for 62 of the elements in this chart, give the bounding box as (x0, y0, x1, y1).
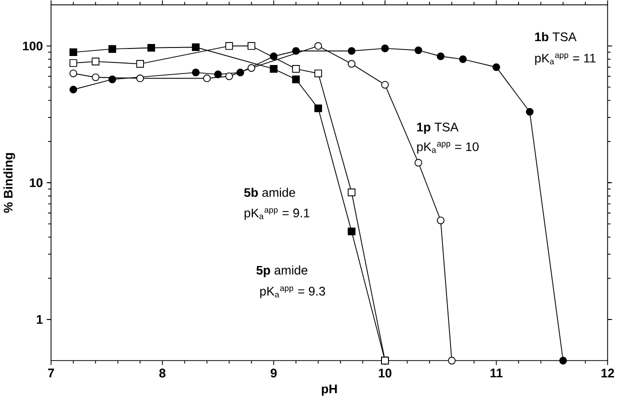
point (214, 70, 222, 78)
point (69, 69, 78, 78)
point (314, 42, 322, 50)
x-tick-label: 7 (48, 368, 54, 378)
point (192, 68, 200, 76)
point (526, 108, 534, 116)
point (448, 356, 456, 364)
x-axis-title: pH (322, 384, 337, 396)
annotation: 5b amide (244, 188, 296, 197)
point (492, 63, 500, 71)
point (348, 228, 356, 236)
point (314, 69, 322, 78)
x-tick-label: 10 (378, 368, 392, 378)
point (147, 44, 156, 52)
point (559, 356, 567, 364)
point (292, 46, 300, 55)
point (414, 46, 422, 54)
point (270, 64, 278, 73)
point (314, 104, 322, 112)
annotation: pK$_{a}$$^{app}$ = 10 (417, 142, 479, 154)
point (108, 45, 116, 53)
point (248, 64, 256, 72)
annotation: pK$_{a}$$^{app}$ = 9.1 (244, 208, 310, 220)
annotation: pK$_{a}$$^{app}$ = 11 (535, 53, 596, 65)
point (236, 68, 244, 76)
annotation: 1b TSA (535, 32, 577, 42)
point (459, 55, 467, 63)
x-tick-label: 12 (601, 368, 614, 378)
point (436, 52, 444, 60)
point (108, 75, 116, 84)
point (92, 58, 100, 66)
x-tick-label: 8 (159, 368, 166, 378)
annotation: 1p TSA (417, 122, 459, 134)
point (69, 86, 78, 94)
point (414, 158, 422, 166)
point (203, 74, 211, 82)
y-axis-title: % Binding (3, 153, 16, 213)
point (381, 80, 389, 89)
point (69, 48, 78, 56)
point (270, 52, 278, 60)
point (436, 216, 444, 224)
y-tick-label: 100 (23, 41, 42, 50)
point (292, 75, 300, 84)
x-tick-label: 9 (270, 368, 277, 378)
point (69, 59, 78, 67)
point (348, 188, 356, 196)
point (192, 43, 200, 51)
y-tick-label: 10 (30, 178, 42, 188)
point (225, 72, 233, 80)
point (348, 60, 356, 68)
y-tick-label: 1 (36, 315, 43, 324)
point (136, 74, 144, 82)
point (136, 60, 144, 68)
point (92, 73, 100, 82)
point (225, 42, 233, 50)
annotation: pK$_{a}$$^{app}$ = 9.3 (260, 286, 326, 298)
x-tick-label: 11 (490, 368, 503, 378)
point (381, 44, 389, 52)
point (248, 42, 256, 50)
point (292, 64, 300, 73)
point (348, 46, 356, 55)
annotation: 5p amide (256, 265, 308, 277)
